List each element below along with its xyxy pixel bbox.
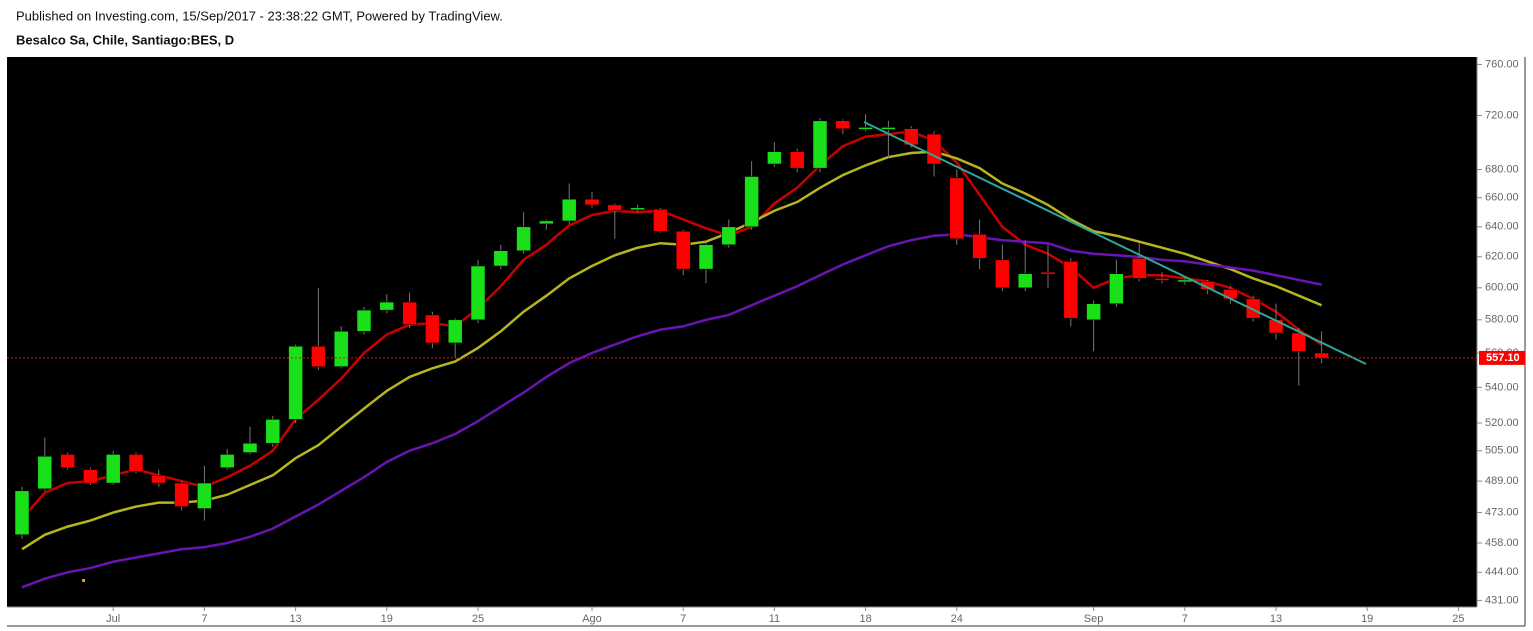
candle-body	[972, 233, 987, 259]
candle-body	[630, 207, 645, 211]
y-tick-label: 489.00	[1485, 475, 1519, 487]
candle-body	[197, 482, 212, 509]
x-tick-label: 19	[1361, 613, 1373, 625]
candle-body	[1017, 273, 1033, 289]
marks	[14, 114, 1329, 589]
candle-body	[379, 301, 395, 311]
y-tick-label: 720.00	[1485, 109, 1519, 121]
candle-body	[949, 177, 965, 239]
candle-body	[60, 454, 75, 468]
candle-body	[1086, 303, 1101, 321]
candle-body	[698, 244, 714, 270]
x-tick-label: Jul	[106, 613, 120, 625]
drawing-dot	[82, 579, 85, 582]
candle-body	[151, 475, 167, 484]
x-tick-label: 24	[951, 613, 963, 625]
x-tick-label: 13	[289, 613, 301, 625]
x-tick-label: 7	[201, 613, 207, 625]
candle-body	[653, 209, 668, 232]
candle-body	[1131, 258, 1147, 279]
y-tick-label: 444.00	[1485, 566, 1519, 578]
x-tick-label: Sep	[1084, 613, 1104, 625]
candle-body	[1314, 352, 1329, 359]
x-tick-label: 25	[472, 613, 484, 625]
candle-body	[14, 490, 30, 536]
candle-body	[584, 198, 600, 206]
y-tick-label: 505.00	[1485, 445, 1519, 457]
candle-body	[83, 469, 98, 484]
candle-body	[789, 151, 805, 169]
candle-body	[447, 319, 463, 344]
candle-body	[995, 259, 1010, 289]
candle-body	[1040, 271, 1056, 275]
candle-body	[288, 346, 303, 420]
candle-body	[128, 454, 144, 472]
chart-title: Besalco Sa, Chile, Santiago:BES, D	[16, 32, 234, 47]
trend-line	[863, 121, 1367, 365]
x-tick-label: 18	[859, 613, 871, 625]
candle-body	[1177, 279, 1193, 283]
x-tick-label: 7	[1182, 613, 1188, 625]
y-tick-label: 660.00	[1485, 192, 1519, 204]
candle-body	[333, 331, 349, 367]
candle-body	[1200, 281, 1215, 290]
candle-body	[493, 250, 509, 267]
y-tick-label: 473.00	[1485, 506, 1519, 518]
candle-body	[265, 419, 281, 444]
y-tick-label: 640.00	[1485, 221, 1519, 233]
candle-body	[539, 220, 554, 225]
candle-body	[721, 226, 737, 245]
candle-body	[1154, 278, 1170, 281]
moving-average-line	[21, 130, 1323, 520]
candle-body	[105, 454, 121, 484]
y-tick-label: 431.00	[1485, 594, 1519, 606]
candle-body	[1291, 332, 1307, 352]
candle-body	[812, 120, 828, 169]
candle-body	[1223, 289, 1238, 300]
candle-body	[1063, 261, 1079, 319]
y-tick-label: 680.00	[1485, 163, 1519, 175]
candle-body	[402, 301, 417, 325]
candle-body	[675, 231, 691, 270]
candle-body	[881, 127, 896, 130]
candle-body	[744, 176, 759, 228]
x-tick-label: 13	[1270, 613, 1282, 625]
candle-body	[1268, 319, 1284, 334]
candle-body	[174, 482, 189, 507]
candle-body	[607, 204, 623, 211]
y-tick-label: 458.00	[1485, 537, 1519, 549]
candle-body	[470, 265, 486, 321]
candle-body	[356, 309, 372, 332]
moving-average-line	[21, 150, 1323, 551]
candle-body	[219, 454, 235, 468]
published-note: Published on Investing.com, 15/Sep/2017 …	[16, 8, 503, 23]
last-price-box	[1479, 350, 1525, 365]
candle-body	[926, 133, 942, 165]
y-tick-label: 600.00	[1485, 282, 1519, 294]
candle-body	[835, 120, 851, 129]
plot-area	[7, 57, 1477, 607]
candle-body	[311, 346, 326, 367]
y-tick-label: 760.00	[1485, 58, 1519, 70]
candle-body	[561, 198, 577, 222]
candle-body	[242, 442, 258, 453]
y-tick-label: 580.00	[1485, 314, 1519, 326]
candle-body	[858, 127, 873, 130]
moving-average-line	[21, 232, 1322, 589]
candle-body	[425, 314, 440, 344]
candle-body	[516, 226, 531, 251]
candle-body	[37, 456, 53, 490]
y-tick-label: 620.00	[1485, 251, 1519, 263]
x-tick-label: 19	[381, 613, 393, 625]
x-tick-label: 25	[1452, 613, 1464, 625]
y-tick-label: 520.00	[1485, 417, 1519, 429]
x-tick-label: Ago	[582, 613, 602, 625]
candle-body	[767, 151, 782, 165]
x-tick-label: 7	[680, 613, 686, 625]
y-tick-label: 540.00	[1485, 381, 1519, 393]
last-price-label: 557.10	[1486, 352, 1520, 364]
x-tick-label: 11	[769, 613, 780, 625]
candle-body	[1109, 273, 1124, 304]
